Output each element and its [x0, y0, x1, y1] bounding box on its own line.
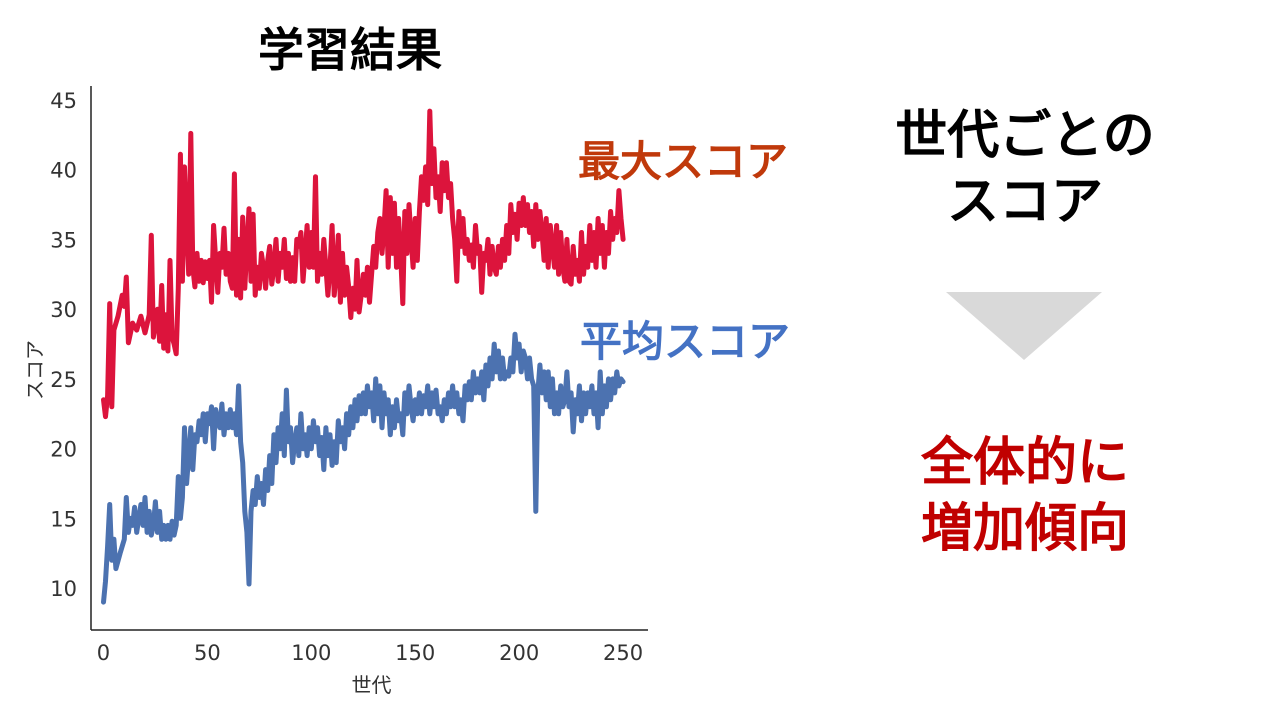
y-tick-label: 20	[50, 438, 77, 462]
conclusion-text: 全体的に 増加傾向	[860, 430, 1190, 562]
x-tick-label: 100	[291, 641, 331, 665]
side-bottom-line-2: 増加傾向	[920, 499, 1129, 559]
y-tick-label: 40	[50, 159, 77, 183]
score-per-generation-text: 世代ごとの スコア	[860, 103, 1190, 235]
avg-score-series-line	[101, 331, 626, 605]
x-axis-label: 世代	[352, 673, 392, 697]
x-tick-label: 250	[603, 641, 643, 665]
side-bottom-line-1: 全体的に	[920, 433, 1129, 493]
y-tick-label: 25	[50, 368, 77, 392]
y-tick-label: 45	[50, 89, 77, 113]
side-top-line-2: スコア	[946, 172, 1103, 232]
x-tick-label: 0	[97, 641, 110, 665]
y-tick-label: 30	[50, 298, 77, 322]
line-chart: 10 15 20 25 30 35 40 45 0 50 100 150 200 250 世代 スコア	[23, 86, 648, 697]
max-score-series-line	[101, 108, 626, 420]
x-tick-label: 200	[499, 641, 539, 665]
down-arrow-icon	[946, 292, 1102, 360]
y-tick-label: 35	[50, 228, 77, 252]
x-tick-label: 50	[194, 641, 221, 665]
avg-score-label: 平均スコア	[580, 317, 791, 366]
x-tick-label: 150	[395, 641, 435, 665]
chart-title: 学習結果	[258, 23, 442, 77]
y-axis-label: スコア	[23, 340, 47, 400]
side-top-line-1: 世代ごとの	[895, 106, 1155, 166]
y-tick-label: 10	[50, 577, 77, 601]
y-tick-label: 15	[50, 507, 77, 531]
max-score-label: 最大スコア	[578, 137, 789, 186]
